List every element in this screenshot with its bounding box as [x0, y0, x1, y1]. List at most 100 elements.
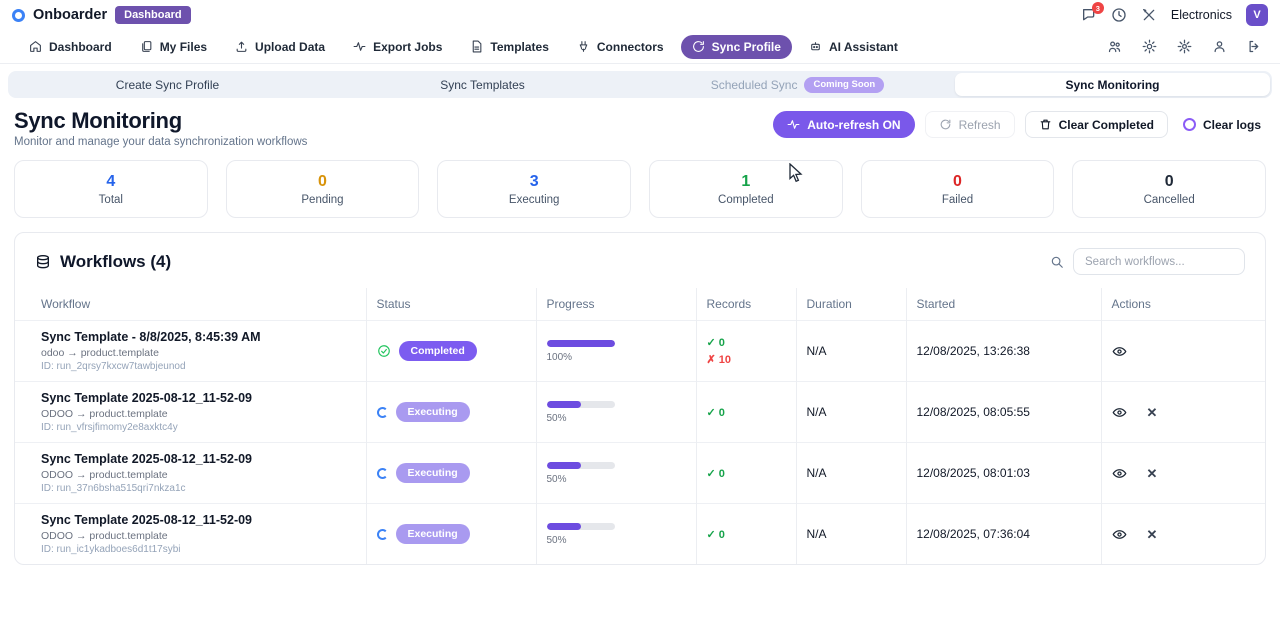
page-title: Sync Monitoring	[14, 108, 182, 133]
started-value: 12/08/2025, 13:26:38	[916, 344, 1030, 358]
clear-logs-button[interactable]: Clear logs	[1177, 111, 1266, 138]
records-success: ✓ 0	[706, 467, 725, 480]
bot-icon	[809, 40, 822, 53]
stat-card-completed: 1 Completed	[649, 160, 843, 218]
view-details-eye-icon[interactable]	[1112, 466, 1127, 481]
files-icon	[140, 40, 153, 53]
history-clock-icon[interactable]	[1111, 7, 1127, 23]
clear-completed-button[interactable]: Clear Completed	[1024, 111, 1168, 138]
col-actions: Actions	[1100, 288, 1265, 321]
tools-icon[interactable]	[1141, 7, 1157, 23]
records-failed: ✗ 10	[706, 354, 732, 366]
stat-label: Completed	[718, 193, 774, 206]
records-success: ✓ 0	[706, 337, 725, 349]
spinner-icon	[376, 467, 388, 479]
duration-value: N/A	[806, 405, 827, 419]
circle-icon	[1182, 118, 1196, 131]
nav-item-templates[interactable]: Templates	[459, 35, 559, 59]
home-icon	[29, 40, 42, 53]
started-value: 12/08/2025, 08:05:55	[916, 405, 1030, 419]
workflow-run-id: ID: run_2qrsy7kxcw7tawbjeunod	[41, 361, 186, 372]
plug-icon	[577, 40, 590, 53]
nav-item-sync-profile[interactable]: Sync Profile	[680, 34, 792, 59]
table-header-row: Workflow Status Progress Records Duratio…	[15, 288, 1265, 321]
tab-create-sync-profile[interactable]: Create Sync Profile	[10, 73, 325, 96]
automation-gear-icon[interactable]	[1142, 39, 1157, 54]
top-bar: Onboarder Dashboard 3 Electronics V	[0, 0, 1280, 30]
records-success: ✓ 0	[706, 406, 725, 419]
duration-value: N/A	[806, 344, 827, 358]
nav-label: Templates	[490, 39, 549, 54]
tab-label: Scheduled Sync	[710, 77, 798, 92]
duration-value: N/A	[806, 466, 827, 480]
notifications-icon[interactable]: 3	[1081, 2, 1104, 23]
started-value: 12/08/2025, 08:01:03	[916, 466, 1030, 480]
main-nav: Dashboard My Files Upload Data Export Jo…	[0, 30, 1280, 64]
progress-bar	[546, 339, 615, 347]
cancel-workflow-icon[interactable]: ✕	[1146, 526, 1158, 542]
status-badge: Executing	[395, 524, 470, 544]
progress-bar	[546, 522, 615, 530]
progress-label: 50%	[546, 473, 567, 485]
nav-label: Export Jobs	[373, 39, 443, 54]
spinner-icon	[376, 406, 388, 418]
progress-bar	[546, 461, 615, 469]
tab-label: Create Sync Profile	[115, 77, 220, 92]
activity-icon	[353, 40, 366, 53]
upload-icon	[235, 40, 248, 53]
nav-item-connectors[interactable]: Connectors	[566, 35, 675, 59]
nav-label: Sync Profile	[711, 39, 781, 54]
table-row: Sync Template 2025-08-12_11-52-09 ODOO →…	[15, 381, 1265, 443]
view-details-eye-icon[interactable]	[1112, 405, 1127, 420]
sync-icon	[692, 40, 705, 53]
nav-label: My Files	[159, 39, 208, 54]
stat-value: 0	[1164, 172, 1174, 190]
status-badge: Completed	[398, 341, 477, 361]
settings-gear-icon[interactable]	[1177, 39, 1192, 54]
team-users-icon[interactable]	[1107, 39, 1122, 54]
cancel-workflow-icon[interactable]: ✕	[1146, 465, 1158, 481]
status-badge: Executing	[395, 402, 470, 422]
workflows-title: Workflows (4)	[60, 251, 172, 271]
nav-item-ai-assistant[interactable]: AI Assistant	[798, 35, 909, 59]
workflow-title: Sync Template - 8/8/2025, 8:45:39 AM	[41, 330, 261, 344]
profile-icon[interactable]	[1212, 39, 1227, 54]
user-avatar[interactable]: V	[1246, 4, 1268, 26]
nav-item-upload-data[interactable]: Upload Data	[224, 35, 336, 59]
records-success: ✓ 0	[706, 528, 725, 541]
stat-value: 0	[953, 172, 962, 190]
tab-sync-templates[interactable]: Sync Templates	[325, 73, 640, 96]
logout-icon[interactable]	[1247, 39, 1262, 54]
workflow-run-id: ID: run_vfrsjfimomy2e8axktc4y	[41, 422, 178, 433]
app-logo	[12, 8, 25, 22]
search-workflows-input[interactable]	[1073, 248, 1245, 275]
nav-item-dashboard[interactable]: Dashboard	[18, 35, 123, 59]
brand-name: Onboarder	[33, 7, 108, 23]
started-value: 12/08/2025, 07:36:04	[916, 527, 1030, 541]
auto-refresh-toggle[interactable]: Auto-refresh ON	[773, 111, 915, 138]
status-badge: Executing	[395, 463, 470, 483]
context-badge[interactable]: Dashboard	[115, 6, 191, 24]
table-row: Sync Template 2025-08-12_11-52-09 ODOO →…	[15, 503, 1265, 564]
workflow-route: ODOO → product.template	[41, 530, 168, 542]
workflow-run-id: ID: run_ic1ykadboes6d1t17sybi	[41, 544, 181, 555]
page-subtitle: Monitor and manage your data synchroniza…	[14, 136, 308, 148]
view-details-eye-icon[interactable]	[1112, 344, 1127, 359]
tab-scheduled-sync[interactable]: Scheduled Sync Coming Soon	[640, 73, 955, 96]
refresh-button[interactable]: Refresh	[924, 111, 1015, 138]
col-started: Started	[905, 288, 1101, 321]
nav-item-export-jobs[interactable]: Export Jobs	[342, 35, 453, 59]
nav-item-my-files[interactable]: My Files	[129, 35, 218, 59]
col-records: Records	[695, 288, 796, 321]
refresh-icon	[939, 118, 952, 131]
stat-card-executing: 3 Executing	[437, 160, 631, 218]
progress-bar	[546, 400, 615, 408]
stat-label: Total	[98, 193, 123, 206]
tab-label: Sync Monitoring	[1065, 77, 1160, 92]
view-details-eye-icon[interactable]	[1112, 527, 1127, 542]
duration-value: N/A	[806, 527, 827, 541]
nav-label: Connectors	[596, 39, 664, 54]
cancel-workflow-icon[interactable]: ✕	[1146, 404, 1158, 420]
stat-card-cancelled: 0 Cancelled	[1072, 160, 1266, 218]
tab-sync-monitoring[interactable]: Sync Monitoring	[955, 73, 1270, 96]
